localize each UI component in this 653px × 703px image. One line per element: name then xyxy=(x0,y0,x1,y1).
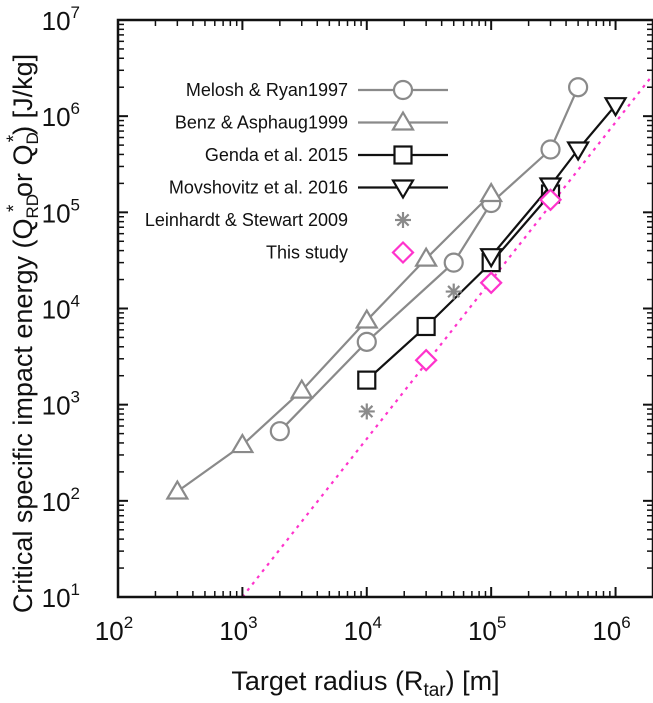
data-point xyxy=(356,331,377,352)
legend-label: Melosh & Ryan1997 xyxy=(186,80,348,100)
data-point xyxy=(289,378,314,399)
legend-marker xyxy=(391,179,415,200)
data-point xyxy=(479,248,504,269)
x-tick-label: 105 xyxy=(468,613,506,646)
y-tick-label: 107 xyxy=(42,3,80,36)
y-tick-label: 103 xyxy=(42,388,80,421)
legend-label: Movshovitz et al. 2016 xyxy=(169,178,348,198)
x-axis: 102 103 104 105 106 xyxy=(95,20,631,646)
data-point xyxy=(416,316,436,337)
legend: Melosh & Ryan1997 Benz & Asphaug1999 Genda… xyxy=(145,79,448,265)
data-point xyxy=(540,139,561,160)
fit-line xyxy=(241,74,653,598)
data-point xyxy=(230,432,255,454)
data-point xyxy=(414,348,438,372)
series-group xyxy=(165,77,628,500)
data-point xyxy=(357,370,377,390)
fit-line-group xyxy=(241,74,653,598)
y-tick-label: 106 xyxy=(42,99,80,132)
y-tick-label: 101 xyxy=(42,580,80,613)
data-point xyxy=(165,479,190,500)
legend-marker xyxy=(393,145,413,165)
legend-marker xyxy=(392,79,414,101)
legend-label: Genda et al. 2015 xyxy=(205,145,348,165)
data-point xyxy=(538,188,563,212)
data-point xyxy=(603,97,628,118)
series-5 xyxy=(414,188,563,372)
x-tick-label: 103 xyxy=(219,613,257,646)
data-point xyxy=(269,421,290,442)
data-point xyxy=(479,271,503,295)
legend-label: Benz & Asphaug1999 xyxy=(175,113,348,133)
y-tick-label: 104 xyxy=(42,292,80,325)
y-axis: 101 102 103 104 105 106 107 xyxy=(42,3,653,613)
x-axis-title: Target radius (Rtar) [m] xyxy=(231,666,499,701)
data-point xyxy=(568,77,589,98)
y-tick-label: 102 xyxy=(42,484,80,517)
data-point xyxy=(414,246,439,267)
data-point xyxy=(479,181,504,203)
plot-frame xyxy=(116,18,653,599)
legend-label: This study xyxy=(266,243,348,263)
y-axis-title: Critical specific impact energy (QRD* or… xyxy=(4,54,42,613)
data-point xyxy=(354,308,379,329)
legend-marker xyxy=(391,110,415,131)
legend-label: Leinhardt & Stewart 2009 xyxy=(145,210,348,230)
data-point xyxy=(538,177,563,198)
series-line xyxy=(279,86,580,432)
series-line xyxy=(490,104,617,257)
x-tick-label: 104 xyxy=(344,613,382,646)
series-line xyxy=(176,193,492,493)
data-point xyxy=(358,403,375,420)
x-tick-label: 102 xyxy=(95,613,133,646)
y-tick-label: 105 xyxy=(42,195,80,228)
data-point xyxy=(443,252,464,273)
legend-marker xyxy=(391,240,415,265)
x-tick-label: 106 xyxy=(592,613,630,646)
series-3 xyxy=(479,97,628,269)
data-point xyxy=(566,141,591,162)
legend-marker xyxy=(395,212,411,228)
data-point xyxy=(445,283,462,300)
series-4 xyxy=(358,283,462,420)
series-1 xyxy=(165,181,504,500)
series-line xyxy=(366,193,552,381)
